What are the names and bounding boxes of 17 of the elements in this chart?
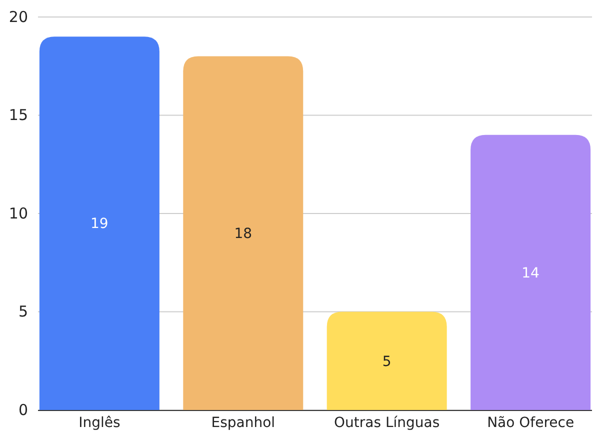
x-tick-label: Inglês (78, 414, 120, 431)
data-label: 5 (382, 354, 392, 370)
bar (183, 56, 304, 410)
y-tick-label: 20 (8, 8, 28, 26)
bar (39, 36, 160, 410)
x-tick-label: Outras Línguas (334, 414, 440, 431)
bar (470, 134, 591, 410)
bar (326, 312, 447, 410)
y-tick-label: 5 (18, 302, 28, 321)
y-tick-label: 0 (18, 400, 28, 419)
x-tick-label: Não Oferece (487, 414, 574, 431)
y-tick-label: 10 (8, 204, 28, 222)
data-label: 14 (522, 265, 540, 282)
x-tick-label: Espanhol (211, 414, 276, 431)
y-tick-label: 15 (8, 106, 28, 124)
data-label: 18 (234, 226, 252, 242)
data-label: 19 (90, 216, 108, 232)
